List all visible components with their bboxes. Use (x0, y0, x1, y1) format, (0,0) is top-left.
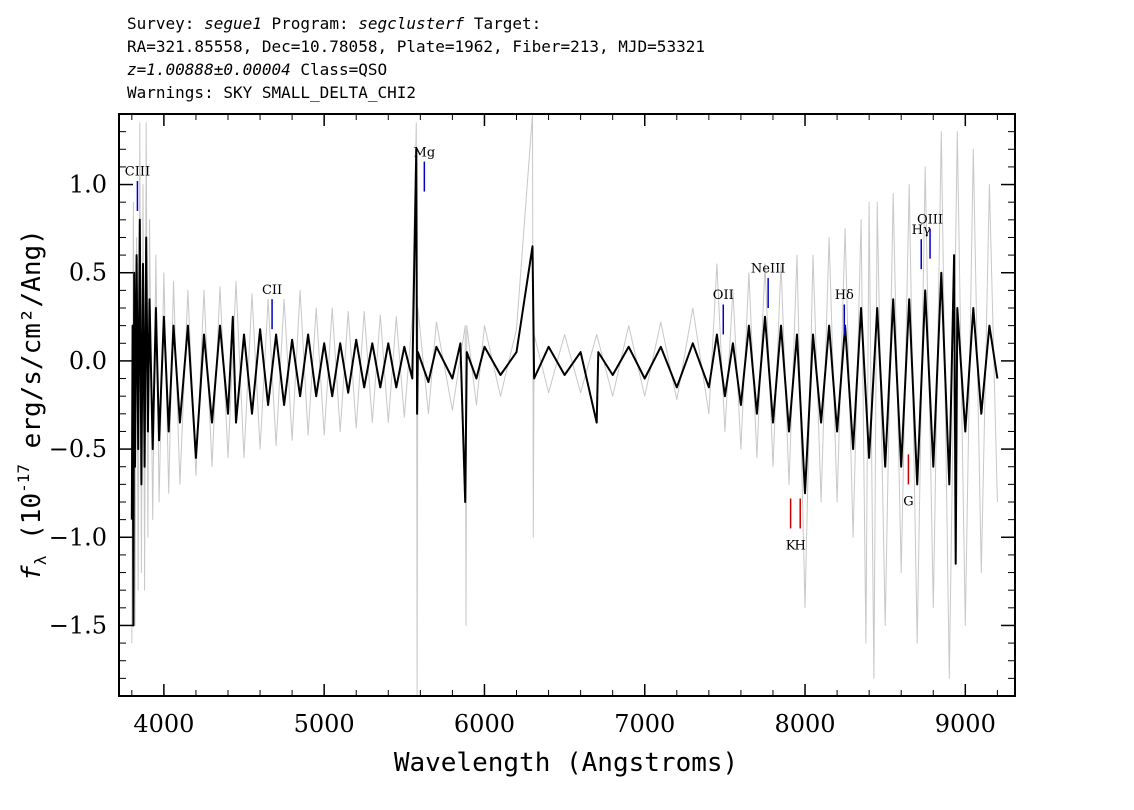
y-tick-label: −1.5 (49, 611, 107, 639)
line-label-ciii: CIII (125, 165, 150, 180)
x-tick-label: 6000 (454, 710, 515, 738)
line-label-h: Hδ (835, 288, 854, 303)
y-axis-subscript: λ (31, 555, 50, 565)
y-tick-label: −1.0 (49, 523, 107, 551)
y-tick-label: 1.0 (69, 171, 107, 199)
x-tick-label: 9000 (935, 710, 996, 738)
survey-label: Survey: (127, 14, 195, 33)
line-label-oiii: OIII (917, 212, 943, 227)
y-axis-symbol: f (17, 565, 47, 581)
target-label: Target: (473, 14, 542, 33)
line-label-mg: Mg (414, 145, 436, 160)
spectrum-header: Survey: segue1 Program: segclusterf Targ… (127, 12, 705, 104)
object-class: Class=QSO (300, 60, 388, 79)
line-label-neiii: NeIII (751, 262, 785, 277)
y-tick-label: −0.5 (49, 435, 107, 463)
line-label-h: Hγ (912, 223, 931, 238)
redshift-line: z=1.00888±0.00004 Class=QSO (127, 58, 705, 81)
y-axis-unit-end: erg/s/cm²/Ang) (17, 229, 47, 464)
x-tick-label: 4000 (133, 710, 194, 738)
line-label-h: H (795, 539, 806, 554)
x-axis-title: Wavelength (Angstroms) (394, 748, 738, 778)
x-tick-label: 5000 (294, 710, 355, 738)
y-axis-exponent: -17 (14, 464, 33, 493)
plot-clip-group (130, 114, 999, 696)
x-tick-label: 8000 (774, 710, 835, 738)
line-label-cii: CII (262, 283, 282, 298)
program-label: Program: (271, 14, 349, 33)
line-label-g: G (903, 495, 913, 510)
y-tick-label: 0.0 (69, 347, 107, 375)
survey-line: Survey: segue1 Program: segclusterf Targ… (127, 12, 705, 35)
error-series-line (131, 114, 998, 696)
coordinates-line: RA=321.85558, Dec=10.78058, Plate=1962, … (127, 37, 705, 56)
flux-series-line (130, 148, 999, 627)
x-tick-label: 7000 (614, 710, 675, 738)
y-axis-title: fλ (10-17 erg/s/cm²/Ang) (14, 229, 50, 581)
line-label-oii: OII (713, 288, 734, 303)
line-label-k: K (786, 539, 796, 554)
y-tick-label: 0.5 (69, 259, 107, 287)
axes: 4000 5000 6000 7000 8000 9000 1.0 0.5 0.0 −0.5 −1.… (49, 113, 1016, 738)
warnings-line: Warnings: SKY SMALL_DELTA_CHI2 (127, 83, 416, 102)
plot-frame (118, 113, 1016, 697)
y-axis-unit-start: (10 (17, 493, 47, 556)
redshift-value: z=1.00888±0.00004 (127, 60, 291, 79)
survey-name: segue1 (204, 14, 262, 33)
program-name: segclusterf (358, 14, 465, 33)
